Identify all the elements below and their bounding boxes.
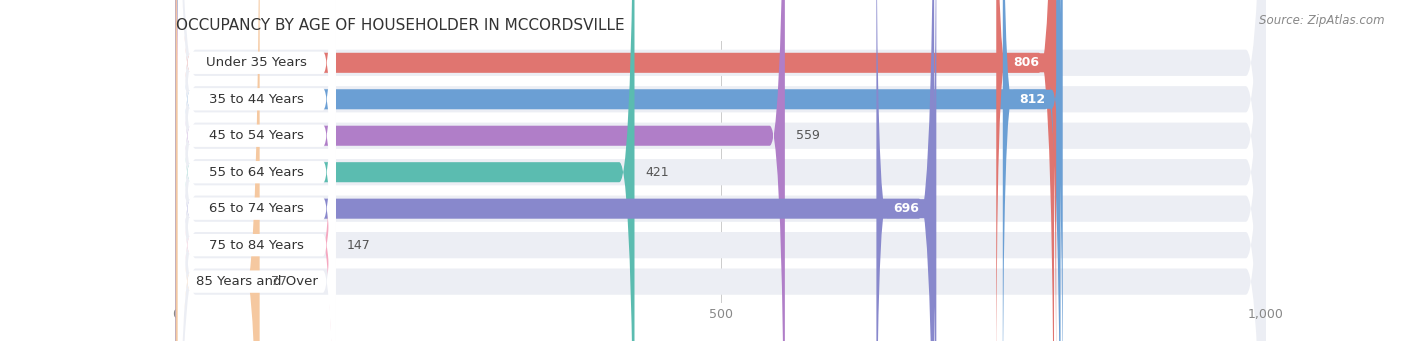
FancyBboxPatch shape <box>179 0 336 341</box>
FancyBboxPatch shape <box>176 0 1265 341</box>
FancyBboxPatch shape <box>1002 0 1063 341</box>
FancyBboxPatch shape <box>176 0 1265 341</box>
Text: OCCUPANCY BY AGE OF HOUSEHOLDER IN MCCORDSVILLE: OCCUPANCY BY AGE OF HOUSEHOLDER IN MCCOR… <box>176 18 624 33</box>
FancyBboxPatch shape <box>997 0 1056 341</box>
Text: Source: ZipAtlas.com: Source: ZipAtlas.com <box>1260 14 1385 27</box>
FancyBboxPatch shape <box>176 0 1265 341</box>
FancyBboxPatch shape <box>176 0 260 341</box>
FancyBboxPatch shape <box>179 0 336 341</box>
Text: 806: 806 <box>1014 56 1039 69</box>
Text: 75 to 84 Years: 75 to 84 Years <box>209 239 304 252</box>
FancyBboxPatch shape <box>176 0 1265 341</box>
Text: 812: 812 <box>1019 93 1046 106</box>
FancyBboxPatch shape <box>176 0 1265 341</box>
Text: 85 Years and Over: 85 Years and Over <box>195 275 318 288</box>
FancyBboxPatch shape <box>179 0 336 341</box>
FancyBboxPatch shape <box>176 0 336 341</box>
FancyBboxPatch shape <box>176 0 1265 341</box>
Text: Under 35 Years: Under 35 Years <box>207 56 308 69</box>
Text: 65 to 74 Years: 65 to 74 Years <box>209 202 304 215</box>
FancyBboxPatch shape <box>176 0 634 341</box>
FancyBboxPatch shape <box>179 0 336 341</box>
Text: 77: 77 <box>270 275 287 288</box>
Text: 421: 421 <box>645 166 669 179</box>
FancyBboxPatch shape <box>179 0 336 341</box>
Text: 55 to 64 Years: 55 to 64 Years <box>209 166 304 179</box>
FancyBboxPatch shape <box>176 0 1054 341</box>
FancyBboxPatch shape <box>876 0 936 341</box>
FancyBboxPatch shape <box>176 0 934 341</box>
Text: 559: 559 <box>796 129 820 142</box>
Text: 696: 696 <box>893 202 920 215</box>
FancyBboxPatch shape <box>176 0 1060 341</box>
FancyBboxPatch shape <box>179 0 336 341</box>
FancyBboxPatch shape <box>176 0 1265 341</box>
Text: 147: 147 <box>347 239 371 252</box>
Text: 45 to 54 Years: 45 to 54 Years <box>209 129 304 142</box>
FancyBboxPatch shape <box>179 0 336 341</box>
FancyBboxPatch shape <box>176 0 785 341</box>
Text: 35 to 44 Years: 35 to 44 Years <box>209 93 304 106</box>
